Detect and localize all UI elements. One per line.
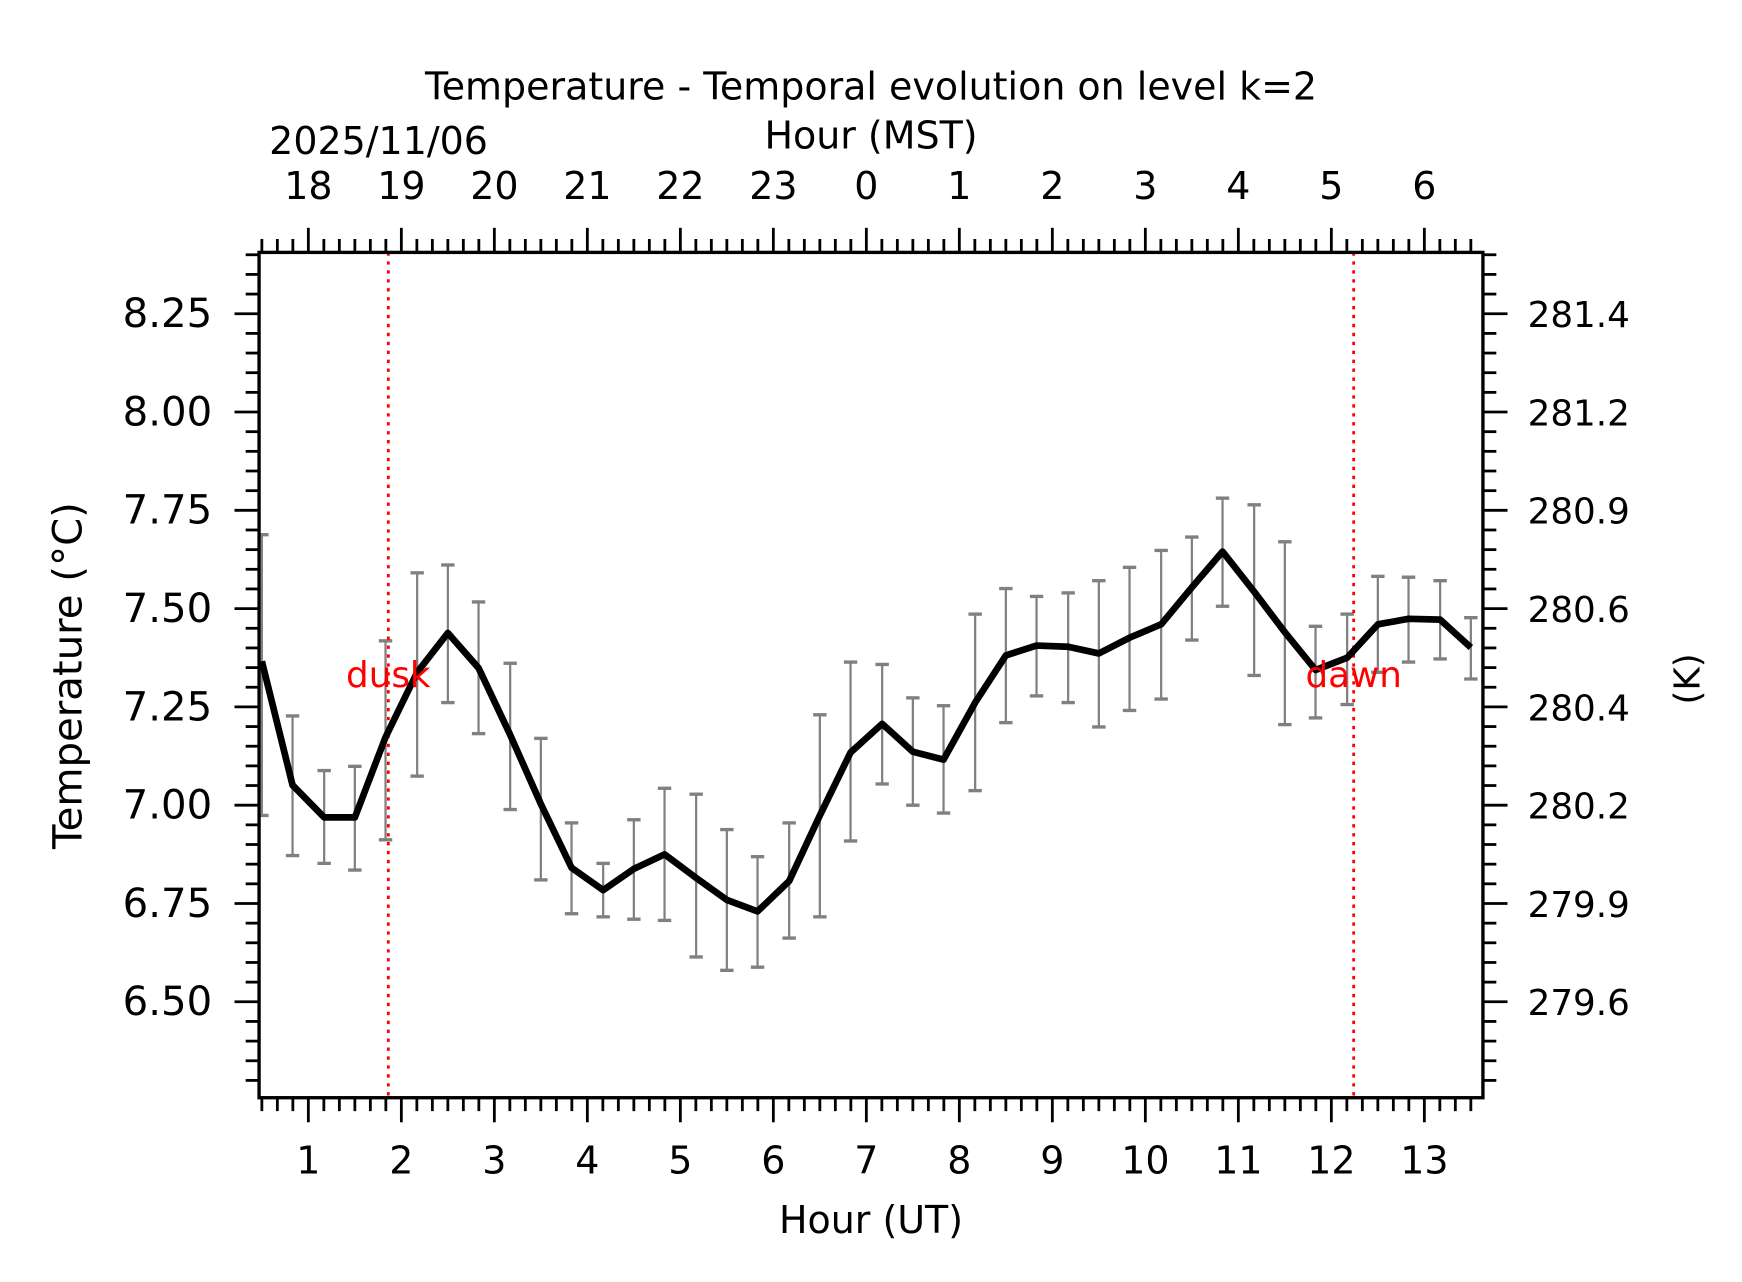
dawn-label: dawn [1305,655,1401,696]
top-x-tick-label: 20 [470,164,518,208]
x-tick-label: 1 [296,1139,320,1183]
y-axis-label: Temperature (°C) [46,502,92,850]
right-y-tick-label: 281.4 [1528,295,1630,336]
right-y-tick-label: 281.2 [1528,393,1630,434]
right-y-tick-label: 280.9 [1528,492,1630,533]
y-tick-label: 7.50 [123,586,212,632]
top-x-tick-label: 19 [377,164,425,208]
top-x-tick-label: 4 [1226,164,1250,208]
top-x-tick-label: 22 [656,164,704,208]
right-y-tick-label: 280.4 [1528,688,1630,729]
right-y-tick-label: 280.2 [1528,787,1630,828]
x-tick-label: 6 [761,1139,785,1183]
temperature-line [259,548,1474,915]
top-x-tick-label: 18 [284,164,332,208]
top-x-tick-label: 0 [854,164,878,208]
right-y-tick-label: 279.9 [1528,885,1630,926]
x-tick-label: 3 [482,1139,506,1183]
x-tick-label: 7 [854,1139,878,1183]
y-tick-label: 6.50 [123,979,212,1025]
y-tick-label: 8.00 [123,389,212,435]
top-x-tick-label: 1 [947,164,971,208]
x-tick-label: 13 [1400,1139,1448,1183]
x-axis-label: Hour (UT) [779,1198,963,1242]
x-tick-label: 8 [947,1139,971,1183]
x-tick-label: 10 [1121,1139,1169,1183]
y-tick-label: 7.75 [123,488,212,534]
x-tick-label: 12 [1307,1139,1355,1183]
top-x-tick-label: 5 [1319,164,1343,208]
tick-labels: 1182193204215226237081921031141251366.50… [123,164,1630,1183]
chart-title: Temperature - Temporal evolution on leve… [424,64,1317,108]
top-x-axis-label: Hour (MST) [764,114,977,158]
plot-area: dusk dawn [259,252,1478,1098]
top-x-tick-label: 23 [749,164,797,208]
y-tick-label: 8.25 [123,291,212,337]
top-x-tick-label: 21 [563,164,611,208]
data-layer [259,252,1478,1098]
plot-frame [257,250,1485,1100]
x-tick-label: 5 [668,1139,692,1183]
top-x-tick-label: 2 [1040,164,1064,208]
right-y-tick-label: 280.6 [1528,590,1630,631]
axis-ticks [234,227,1508,1123]
x-tick-label: 11 [1214,1139,1262,1183]
x-tick-label: 2 [389,1139,413,1183]
top-x-tick-label: 3 [1133,164,1157,208]
y-tick-label: 7.00 [123,783,212,829]
x-tick-label: 4 [575,1139,599,1183]
right-y-axis-label: (K) [1668,653,1709,704]
right-y-tick-label: 279.6 [1528,983,1630,1024]
dusk-label: dusk [346,655,431,696]
top-date-label: 2025/11/06 [269,119,488,163]
y-tick-label: 7.25 [123,684,212,730]
x-tick-label: 9 [1040,1139,1064,1183]
top-x-tick-label: 6 [1412,164,1436,208]
y-tick-label: 6.75 [123,881,212,927]
